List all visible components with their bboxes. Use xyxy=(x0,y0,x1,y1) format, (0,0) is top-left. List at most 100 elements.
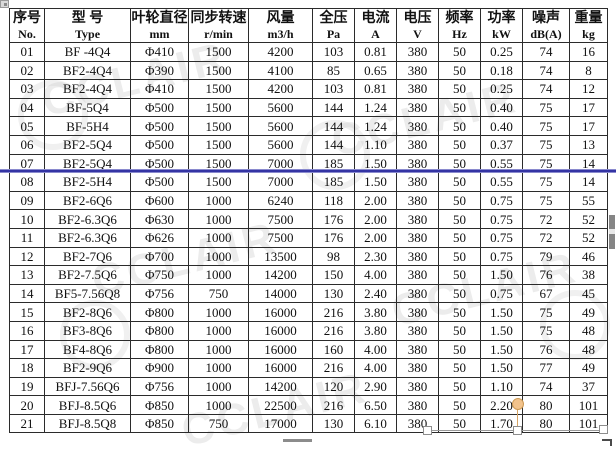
table-cell: 13 xyxy=(569,134,608,155)
column-header-en: m3/h xyxy=(267,26,294,41)
table-cell: 85 xyxy=(312,60,355,81)
table-cell: 15 xyxy=(9,302,45,322)
table-cell: 52 xyxy=(569,227,608,248)
table-cell: 16000 xyxy=(248,320,313,341)
table-cell: 50 xyxy=(438,172,481,192)
table-cell: 18 xyxy=(9,358,45,378)
table-cell: Φ390 xyxy=(130,60,189,81)
table-row: 17 BF4-8Q6 Φ800 1000 16000 160 4.00 380 50 1.50 76… xyxy=(9,339,608,360)
table-cell: 1.50 xyxy=(354,153,397,174)
table-cell: BF2-6.3Q6 xyxy=(44,209,131,229)
table-cell: Φ750 xyxy=(130,265,189,285)
table-cell: 216 xyxy=(312,358,355,378)
table-cell: 2.30 xyxy=(354,246,397,267)
table-cell: 8 xyxy=(569,60,608,81)
table-cell: 13 xyxy=(9,265,45,285)
table-cell: 7000 xyxy=(248,172,313,192)
table-row: 13 BF2-7.5Q6 Φ750 1000 14200 150 4.00 380 50 1.50… xyxy=(9,265,608,285)
table-cell: 1000 xyxy=(188,302,249,322)
column-header-en: kW xyxy=(492,26,511,41)
table-cell: Φ630 xyxy=(130,209,189,229)
table-cell: 75 xyxy=(522,302,570,322)
table-cell: 380 xyxy=(396,227,439,248)
selected-divider-line[interactable] xyxy=(0,169,616,173)
table-cell: 1.70 xyxy=(480,413,523,434)
table-cell: 14 xyxy=(569,172,608,192)
table-cell: 1000 xyxy=(188,358,249,378)
table-cell: 50 xyxy=(438,320,481,341)
table-cell: 76 xyxy=(522,265,570,285)
table-cell: 06 xyxy=(9,134,45,155)
table-row: 10 BF2-6.3Q6 Φ630 1000 7500 176 2.00 380 50 0.75 7… xyxy=(9,209,608,229)
resize-handle-middle[interactable] xyxy=(513,426,522,435)
table-cell: BF2-7Q6 xyxy=(44,246,131,267)
table-cell: 50 xyxy=(438,339,481,360)
table-cell: 74 xyxy=(522,79,570,99)
column-header-cn: 频率 xyxy=(445,10,474,26)
table-cell: 50 xyxy=(438,79,481,99)
table-cell: 0.40 xyxy=(480,97,523,118)
table-cell: 50 xyxy=(438,246,481,267)
table-cell: 98 xyxy=(312,246,355,267)
table-cell: BF-5H4 xyxy=(44,116,131,136)
table-cell: 6.50 xyxy=(354,395,397,415)
table-cell: 48 xyxy=(569,320,608,341)
table-cell: 4200 xyxy=(248,42,313,62)
table-cell: Φ500 xyxy=(130,116,189,136)
table-cell: 6240 xyxy=(248,190,313,211)
table-cell: 0.81 xyxy=(354,42,397,62)
table-cell: 75 xyxy=(522,153,570,174)
table-cell: 3.80 xyxy=(354,302,397,322)
table-cell: 1.50 xyxy=(354,172,397,192)
column-header-cn: 功率 xyxy=(487,10,516,26)
table-cell: Φ850 xyxy=(130,395,189,415)
column-header-en: No. xyxy=(18,26,36,41)
table-cell: 55 xyxy=(569,190,608,211)
resize-corner-mark xyxy=(602,439,612,441)
table-cell: 75 xyxy=(522,134,570,155)
table-cell: BF2-4Q4 xyxy=(44,60,131,81)
resize-corner-mark xyxy=(610,439,612,446)
table-cell: 0.81 xyxy=(354,79,397,99)
table-cell: 5600 xyxy=(248,134,313,155)
table-row: 11 BF2-6.3Q6 Φ626 1000 7500 176 2.00 380 50 0.75 7… xyxy=(9,227,608,248)
column-header-en: r/min xyxy=(204,26,233,41)
table-cell: 150 xyxy=(312,265,355,285)
table-cell: 16000 xyxy=(248,302,313,322)
table-cell: 103 xyxy=(312,79,355,99)
table-cell: 7500 xyxy=(248,227,313,248)
table-cell: 50 xyxy=(438,60,481,81)
table-cell: 380 xyxy=(396,302,439,322)
table-cell: 0.75 xyxy=(480,246,523,267)
table-cell: 17 xyxy=(9,339,45,360)
rotation-handle-icon[interactable] xyxy=(512,398,524,410)
column-header-cn: 噪声 xyxy=(532,10,560,26)
resize-handle-right[interactable] xyxy=(599,425,608,434)
resize-handle-left[interactable] xyxy=(423,426,432,435)
table-row: 01 BF -4Q4 Φ410 1500 4200 103 0.81 380 50 0.25 74 1… xyxy=(9,42,608,62)
table-cell: 1500 xyxy=(188,79,249,99)
fan-spec-table: 序号 No. 型 号 Type 叶轮直径 mm 同步转速 r/min 风量 m3/h 全压 Pa 电流 A… xyxy=(9,8,608,434)
table-cell: 1000 xyxy=(188,227,249,248)
table-cell: 144 xyxy=(312,97,355,118)
scrollbar-thumb[interactable] xyxy=(609,215,615,249)
header-row: 序号 No. 型 号 Type 叶轮直径 mm 同步转速 r/min 风量 m3/h 全压 Pa 电流 A… xyxy=(9,8,608,43)
table-cell: 75 xyxy=(522,97,570,118)
table-cell: 79 xyxy=(522,246,570,267)
table-cell: 1000 xyxy=(188,376,249,397)
table-cell: 216 xyxy=(312,395,355,415)
table-cell: 67 xyxy=(522,283,570,304)
table-cell: Φ756 xyxy=(130,376,189,397)
table-cell: 2.20 xyxy=(480,395,523,415)
column-header: 叶轮直径 mm xyxy=(130,8,189,43)
table-cell: 72 xyxy=(522,209,570,229)
table-cell: BF2-7.5Q6 xyxy=(44,265,131,285)
table-cell: 49 xyxy=(569,302,608,322)
table-cell: 05 xyxy=(9,116,45,136)
table-cell: 120 xyxy=(312,376,355,397)
table-row: 06 BF2-5Q4 Φ500 1500 5600 144 1.10 380 50 0.37 75 1… xyxy=(9,134,608,155)
table-cell: 1500 xyxy=(188,172,249,192)
table-cell: 17 xyxy=(569,116,608,136)
table-cell: 75 xyxy=(522,116,570,136)
